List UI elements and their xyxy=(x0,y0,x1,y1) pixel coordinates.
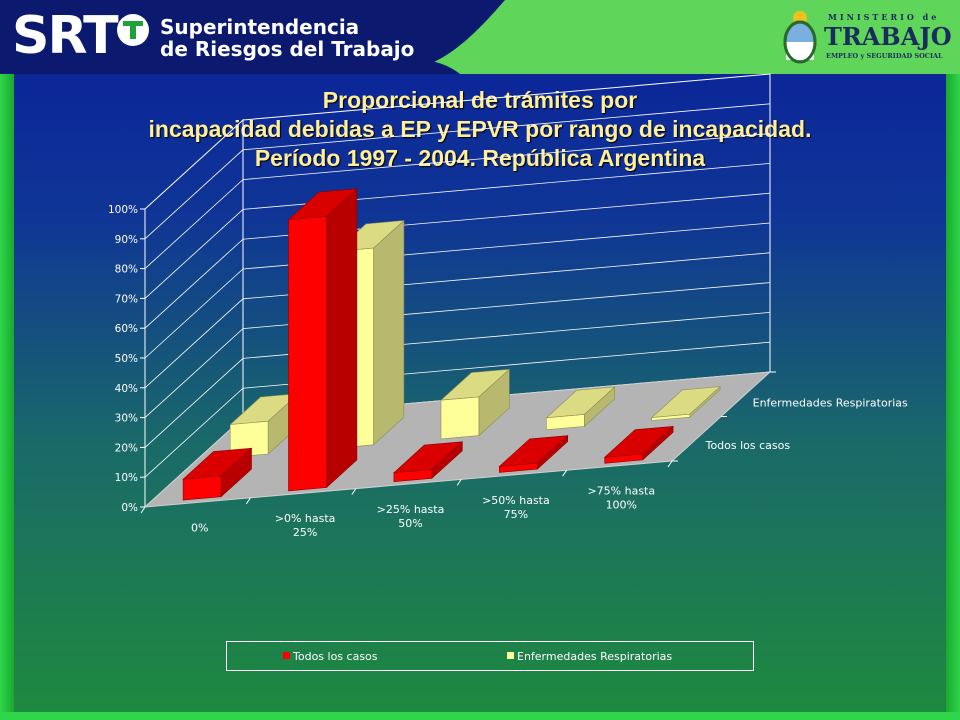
gridline xyxy=(144,133,771,269)
x-tick-mark xyxy=(667,460,673,468)
bar-todos xyxy=(498,434,569,473)
bottom-border-decoration xyxy=(0,712,960,720)
y-tick-label: 20% xyxy=(115,442,138,454)
bar-respiratorias xyxy=(440,368,511,440)
legend-item-respiratorias: Enfermedades Respiratorias xyxy=(507,650,672,664)
x-category-label: >0% hasta xyxy=(275,512,336,525)
coat-of-arms-icon xyxy=(783,11,817,64)
bar-respiratorias-front xyxy=(440,396,480,440)
gridline xyxy=(144,282,771,418)
y-tick-label: 100% xyxy=(108,204,138,216)
legend-swatch-respiratorias xyxy=(507,652,514,659)
bar-respiratorias-front xyxy=(651,413,691,421)
y-tick-label: 0% xyxy=(121,502,138,514)
bar-respiratorias xyxy=(229,392,300,458)
legend-item-todos: Todos los casos xyxy=(283,650,378,664)
y-tick-label: 10% xyxy=(115,472,138,484)
ministry-subtitle: EMPLEO y SEGURIDAD SOCIAL xyxy=(826,52,943,60)
srt-logo-t-icon xyxy=(117,14,149,46)
y-tick-label: 90% xyxy=(115,234,138,246)
x-tick-mark xyxy=(351,488,357,495)
right-border-decoration xyxy=(946,0,960,720)
x-category-label: 100% xyxy=(606,499,637,512)
chart-title-line-3: Período 1997 - 2004. República Argentina xyxy=(254,145,706,171)
chart-title: Proporcional de trámites por incapacidad… xyxy=(40,86,920,173)
bar-todos-front xyxy=(182,475,222,501)
gridline xyxy=(144,312,771,448)
bar-todos xyxy=(603,425,674,464)
legend-swatch-todos xyxy=(283,652,290,659)
x-category-label: >25% hasta xyxy=(377,503,445,516)
left-border-decoration xyxy=(0,0,14,720)
bar-respiratorias xyxy=(650,385,721,421)
y-tick-label: 70% xyxy=(115,293,138,305)
bar-todos xyxy=(287,188,358,492)
gridline xyxy=(144,222,771,359)
x-tick-mark xyxy=(140,506,146,514)
gridline xyxy=(144,163,771,299)
bar-todos-front xyxy=(498,462,538,473)
bar-todos-front xyxy=(393,469,433,483)
ministry-label: MINISTERIO de xyxy=(828,12,940,22)
legend-label-respiratorias: Enfermedades Respiratorias xyxy=(517,650,673,663)
x-tick-mark xyxy=(245,497,251,505)
bar-respiratorias xyxy=(545,386,616,431)
bar-respiratorias-front xyxy=(546,414,585,431)
bar-todos xyxy=(182,447,253,501)
x-category-label: 50% xyxy=(398,517,422,530)
bar-respiratorias-front xyxy=(229,420,269,458)
x-category-label: >75% hasta xyxy=(587,485,655,498)
y-tick-label: 40% xyxy=(115,383,138,395)
chart-legend: Todos los casos Enfermedades Respiratori… xyxy=(226,641,754,671)
org-name-line-1: Superintendencia xyxy=(160,15,360,39)
x-tick-mark xyxy=(456,479,462,486)
bar-respiratorias-side xyxy=(373,219,405,446)
ministry-name: TRABAJO xyxy=(824,22,952,51)
gridline xyxy=(144,192,771,329)
x-category-label: 25% xyxy=(293,526,317,539)
bar-todos-front xyxy=(288,216,327,492)
y-tick-label: 30% xyxy=(115,413,138,425)
y-tick-label: 60% xyxy=(115,323,138,335)
ministry-logo: MINISTERIO de TRABAJO EMPLEO y SEGURIDAD… xyxy=(780,6,952,68)
series-axis-label: Todos los casos xyxy=(705,439,791,452)
x-category-label: >50% hasta xyxy=(482,494,550,507)
srt-logo: SRT xyxy=(12,6,119,66)
bar-todos-front xyxy=(604,453,644,464)
y-tick-label: 50% xyxy=(115,353,138,365)
gridline xyxy=(144,103,771,240)
gridline xyxy=(144,341,771,478)
bar-todos-side xyxy=(326,188,358,489)
x-category-label: 75% xyxy=(504,508,528,521)
header-banner: SRT Superintendencia de Riesgos del Trab… xyxy=(0,0,960,74)
series-axis-label: Enfermedades Respiratorias xyxy=(753,396,908,409)
legend-label-todos: Todos los casos xyxy=(293,650,378,663)
org-name-line-2: de Riesgos del Trabajo xyxy=(160,37,415,61)
bar-todos xyxy=(393,441,464,483)
x-category-label: 0% xyxy=(191,521,208,534)
gridline xyxy=(144,252,771,389)
y-tick-label: 80% xyxy=(115,264,138,276)
x-tick-mark xyxy=(562,469,568,477)
